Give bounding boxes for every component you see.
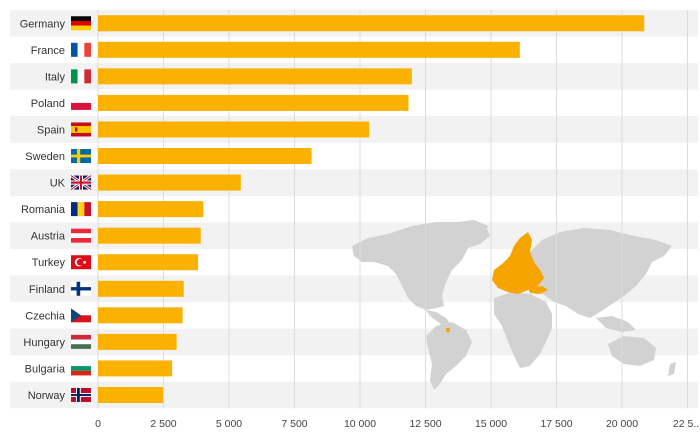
flag-tr-icon bbox=[71, 255, 91, 270]
flag-de-icon bbox=[71, 16, 91, 31]
category-label: Poland bbox=[31, 98, 65, 110]
map-eurasia bbox=[524, 228, 672, 318]
bar-germany bbox=[98, 15, 645, 32]
flag-hu-icon bbox=[71, 334, 91, 349]
flag-fi-icon bbox=[71, 281, 91, 296]
bar-finland bbox=[98, 280, 184, 297]
map-se-asia bbox=[596, 316, 636, 332]
world-map bbox=[352, 220, 676, 390]
bars bbox=[98, 15, 645, 403]
category-label: Turkey bbox=[32, 257, 66, 269]
category-label: Finland bbox=[29, 284, 65, 296]
map-south-america bbox=[426, 322, 472, 390]
category-label: Czechia bbox=[25, 310, 66, 322]
x-tick-label: 12 500 bbox=[409, 418, 441, 430]
x-tick-label: 17 500 bbox=[540, 418, 572, 430]
map-small-highlight bbox=[446, 328, 450, 332]
bar-italy bbox=[98, 68, 412, 85]
x-tick-label: 15 000 bbox=[475, 418, 507, 430]
bar-hungary bbox=[98, 333, 177, 350]
map-central-america bbox=[426, 310, 452, 328]
map-australia bbox=[608, 336, 656, 366]
category-label: Germany bbox=[20, 18, 66, 30]
category-label: France bbox=[31, 45, 65, 57]
flag-pl-icon bbox=[71, 95, 91, 110]
flag-bg-icon bbox=[71, 361, 91, 376]
category-label: Norway bbox=[28, 390, 66, 402]
category-label: Bulgaria bbox=[25, 363, 66, 375]
bar-romania bbox=[98, 201, 204, 218]
flag-se-icon bbox=[71, 149, 91, 164]
bar-czechia bbox=[98, 307, 183, 324]
flag-at-icon bbox=[71, 228, 91, 243]
flag-ro-icon bbox=[71, 202, 91, 217]
category-label: Romania bbox=[21, 204, 66, 216]
category-labels: Germany France Italy Poland Spain Sweden UK Rom… bbox=[20, 18, 66, 402]
x-tick-label: 5 000 bbox=[216, 418, 242, 430]
flag-uk-icon bbox=[70, 174, 92, 191]
map-turkey-highlight bbox=[528, 286, 548, 294]
flag-cz-icon bbox=[71, 308, 91, 323]
flag-fr-icon bbox=[71, 42, 91, 57]
x-tick-label: 2 500 bbox=[150, 418, 176, 430]
bar-poland bbox=[98, 94, 409, 111]
bar-sweden bbox=[98, 148, 312, 165]
x-tick-label: 22 5... bbox=[673, 418, 700, 430]
bar-norway bbox=[98, 386, 163, 403]
category-label: Spain bbox=[37, 124, 65, 136]
bar-bulgaria bbox=[98, 360, 173, 377]
bar-turkey bbox=[98, 254, 199, 271]
bar-france bbox=[98, 41, 520, 58]
bar-uk bbox=[98, 174, 241, 191]
flag-es-icon bbox=[71, 122, 91, 137]
category-label: UK bbox=[50, 178, 66, 190]
flag-it-icon bbox=[71, 69, 91, 84]
category-label: Hungary bbox=[23, 337, 65, 349]
x-tick-labels: 0 2 500 5 000 7 500 10 000 12 500 15 000 17 500… bbox=[95, 418, 700, 430]
x-tick-label: 7 500 bbox=[281, 418, 307, 430]
x-tick-label: 0 bbox=[95, 418, 101, 430]
map-europe-highlight bbox=[492, 232, 544, 294]
category-label: Austria bbox=[31, 231, 66, 243]
map-greenland bbox=[446, 220, 488, 244]
bar-austria bbox=[98, 227, 201, 244]
category-label: Sweden bbox=[25, 151, 65, 163]
map-north-america bbox=[352, 222, 490, 310]
flag-icons bbox=[70, 16, 92, 402]
map-africa bbox=[494, 292, 552, 368]
category-label: Italy bbox=[45, 71, 66, 83]
x-tick-label: 20 000 bbox=[606, 418, 638, 430]
flag-no-icon bbox=[71, 387, 91, 402]
x-tick-label: 10 000 bbox=[344, 418, 376, 430]
map-new-zealand bbox=[668, 362, 676, 376]
bar-spain bbox=[98, 121, 370, 138]
